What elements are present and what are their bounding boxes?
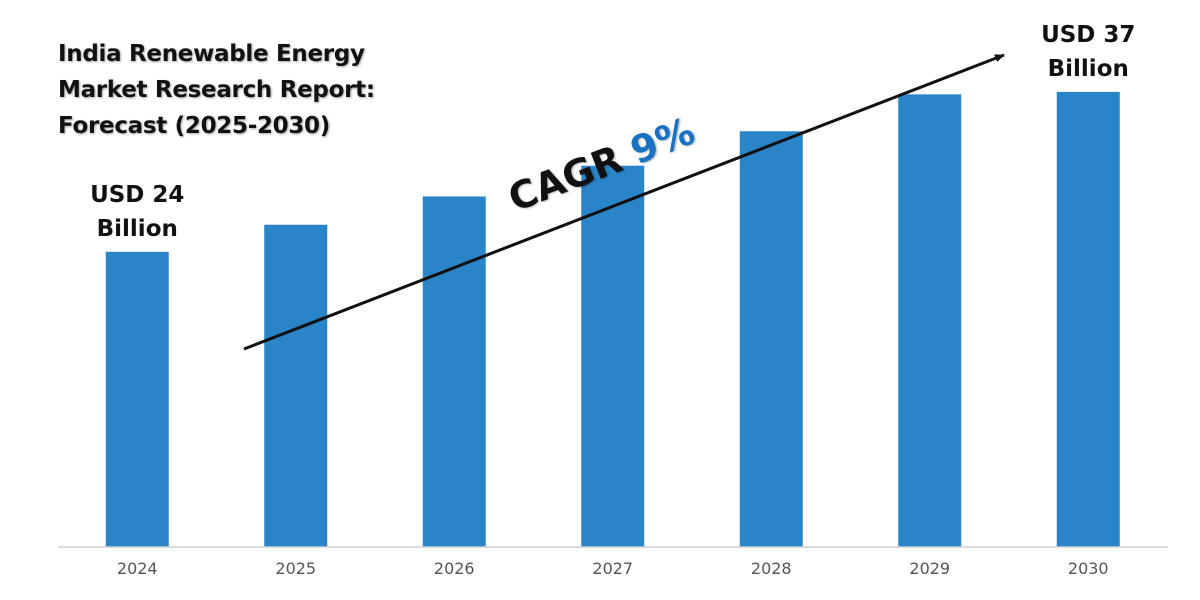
x-tick-2029: 2029 <box>909 559 950 578</box>
bar-2025 <box>264 224 328 548</box>
cagr-value: 9% <box>624 109 700 173</box>
bar-2029 <box>898 94 962 548</box>
data-labels: USD 24 Billion USD 37 Billion <box>90 22 1135 242</box>
data-label-2030: USD 37 Billion <box>1041 22 1135 82</box>
data-label-line: USD 24 <box>90 182 184 208</box>
bar-2026 <box>422 196 486 547</box>
title-line-2: Market Research Report: <box>58 77 375 103</box>
page-title: India Renewable Energy Market Research R… <box>58 36 375 144</box>
bar-2024 <box>105 251 169 548</box>
x-axis-ticks: 2024 2025 2026 2027 2028 2029 2030 <box>117 559 1109 578</box>
x-tick-2027: 2027 <box>592 559 633 578</box>
x-tick-2028: 2028 <box>751 559 792 578</box>
x-tick-2030: 2030 <box>1068 559 1109 578</box>
data-label-line: USD 37 <box>1041 22 1135 48</box>
x-tick-2024: 2024 <box>117 559 158 578</box>
bar-2028 <box>739 131 803 547</box>
data-label-line: Billion <box>1048 56 1129 82</box>
data-label-2024: USD 24 Billion <box>90 182 184 242</box>
bars-group <box>105 91 1120 548</box>
growth-arrow <box>243 53 1005 351</box>
x-tick-2025: 2025 <box>275 559 316 578</box>
x-tick-2026: 2026 <box>434 559 475 578</box>
bar-2027 <box>581 165 645 547</box>
title-line-1: India Renewable Energy <box>58 41 365 67</box>
title-line-3: Forecast (2025-2030) <box>58 113 330 139</box>
bar-2030 <box>1056 91 1120 548</box>
data-label-line: Billion <box>97 216 178 242</box>
